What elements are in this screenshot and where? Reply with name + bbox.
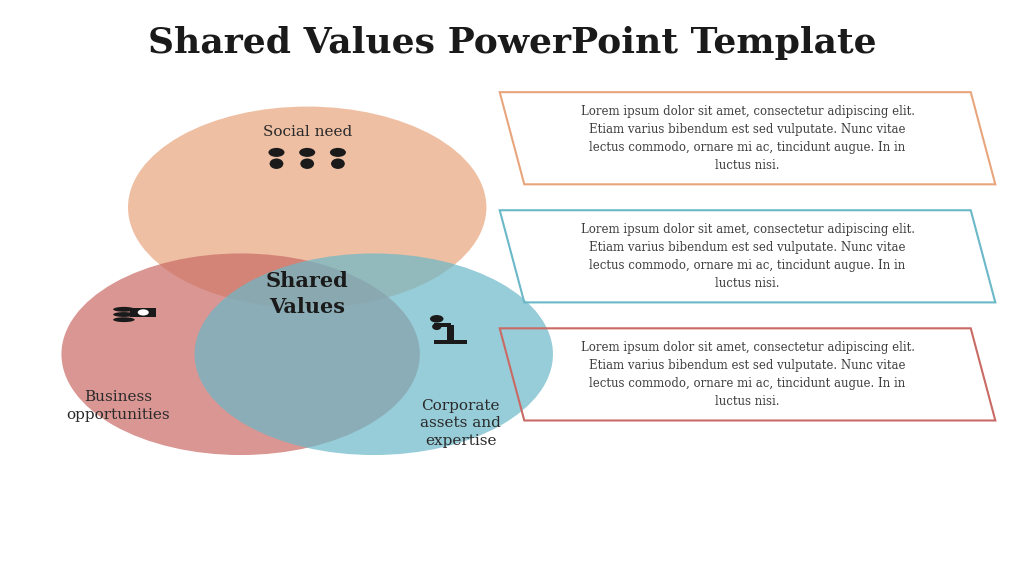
Circle shape: [268, 148, 285, 157]
Ellipse shape: [114, 317, 135, 322]
Text: Business
opportunities: Business opportunities: [66, 391, 170, 422]
Ellipse shape: [114, 307, 135, 312]
Text: Shared Values PowerPoint Template: Shared Values PowerPoint Template: [147, 26, 877, 60]
FancyBboxPatch shape: [434, 324, 451, 327]
Text: Lorem ipsum dolor sit amet, consectetur adipiscing elit.
Etiam varius bibendum e: Lorem ipsum dolor sit amet, consectetur …: [581, 223, 914, 290]
Circle shape: [299, 148, 315, 157]
Ellipse shape: [432, 323, 441, 330]
Text: Lorem ipsum dolor sit amet, consectetur adipiscing elit.
Etiam varius bibendum e: Lorem ipsum dolor sit amet, consectetur …: [581, 105, 914, 172]
FancyBboxPatch shape: [130, 308, 156, 317]
Circle shape: [195, 253, 553, 455]
Ellipse shape: [269, 158, 284, 169]
Circle shape: [128, 107, 486, 308]
FancyBboxPatch shape: [434, 340, 467, 344]
Ellipse shape: [114, 312, 135, 317]
Circle shape: [137, 309, 148, 316]
Text: Corporate
assets and
expertise: Corporate assets and expertise: [421, 399, 501, 448]
Text: Shared
Values: Shared Values: [266, 271, 348, 317]
Ellipse shape: [331, 158, 345, 169]
Circle shape: [430, 315, 443, 323]
Ellipse shape: [300, 158, 314, 169]
Circle shape: [330, 148, 346, 157]
Text: Social need: Social need: [262, 126, 352, 139]
Text: Lorem ipsum dolor sit amet, consectetur adipiscing elit.
Etiam varius bibendum e: Lorem ipsum dolor sit amet, consectetur …: [581, 341, 914, 408]
Circle shape: [61, 253, 420, 455]
FancyBboxPatch shape: [446, 325, 455, 344]
